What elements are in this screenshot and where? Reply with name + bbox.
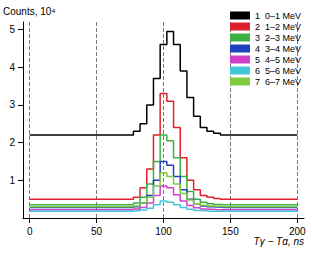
svg-text:7 6–7 MeV: 7 6–7 MeV bbox=[255, 77, 301, 87]
svg-text:2 1–2 MeV: 2 1–2 MeV bbox=[255, 22, 301, 32]
svg-text:200: 200 bbox=[289, 226, 306, 237]
svg-text:1: 1 bbox=[9, 175, 15, 186]
svg-text:Tγ − Tα, ns: Tγ − Tα, ns bbox=[254, 236, 304, 247]
svg-text:4 3–4 MeV: 4 3–4 MeV bbox=[255, 44, 301, 54]
svg-text:Counts, 10⁴: Counts, 10⁴ bbox=[3, 6, 56, 17]
svg-text:0: 0 bbox=[27, 226, 33, 237]
svg-text:1 0–1 MeV: 1 0–1 MeV bbox=[255, 11, 301, 21]
svg-text:50: 50 bbox=[91, 226, 103, 237]
svg-text:3 2–3 MeV: 3 2–3 MeV bbox=[255, 33, 301, 43]
svg-text:2: 2 bbox=[9, 137, 15, 148]
svg-text:5: 5 bbox=[9, 24, 15, 35]
svg-text:3: 3 bbox=[9, 99, 15, 110]
svg-text:5 4–5 MeV: 5 4–5 MeV bbox=[255, 55, 301, 65]
svg-text:6 5–6 MeV: 6 5–6 MeV bbox=[255, 66, 301, 76]
svg-text:100: 100 bbox=[155, 226, 172, 237]
svg-text:4: 4 bbox=[9, 62, 15, 73]
svg-text:150: 150 bbox=[222, 226, 239, 237]
